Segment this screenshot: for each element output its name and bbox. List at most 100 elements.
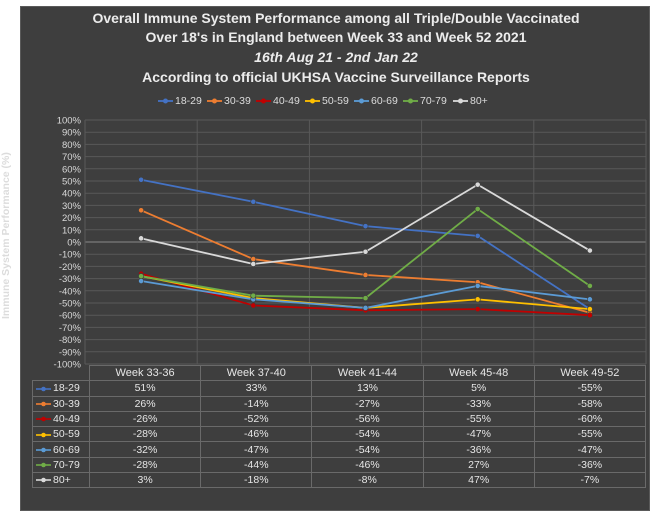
data-table-corner: [33, 366, 90, 381]
legend-label: 70-79: [420, 95, 447, 107]
data-point: [587, 283, 593, 289]
data-point: [362, 295, 369, 302]
data-point: [138, 273, 144, 280]
chart-title-line-1: Overall Immune System Performance among …: [92, 10, 580, 26]
series-80+: [138, 181, 593, 267]
table-row-header: 18-29: [32, 380, 90, 397]
table-cell: -28%: [88, 456, 202, 474]
legend-marker: [403, 98, 418, 104]
y-tick-label: 50%: [62, 177, 82, 188]
data-point: [138, 278, 144, 284]
table-row-header: 40-49: [32, 410, 90, 428]
y-tick-label: -90%: [59, 347, 82, 358]
table-cell: -52%: [200, 410, 313, 428]
data-point: [474, 232, 481, 239]
table-row-header: 30-39: [32, 395, 90, 412]
legend-label: 18-29: [175, 95, 202, 107]
data-point: [138, 207, 144, 214]
table-row-marker: [36, 432, 51, 437]
chart-title-line-3: 16th Aug 21 - 2nd Jan 22: [254, 49, 418, 65]
y-tick-label: 10%: [62, 225, 82, 236]
category-label: Week 33-36: [88, 364, 202, 382]
table-row-marker: [36, 401, 51, 407]
data-point: [362, 272, 369, 278]
legend-label: 30-39: [224, 95, 251, 107]
y-tick-label: -100%: [54, 360, 82, 371]
data-point: [362, 223, 369, 230]
table-row-header: 50-59: [32, 426, 90, 443]
y-tick-label: 40%: [62, 189, 82, 200]
legend-label: 60-69: [371, 95, 398, 107]
table-cell: -55%: [533, 380, 647, 397]
legend-label: 40-49: [273, 95, 300, 107]
table-row-header: 70-79: [32, 456, 90, 474]
table-cell: 26%: [88, 395, 202, 412]
category-label: Week 41-44: [311, 364, 424, 382]
table-cell: -46%: [200, 426, 313, 443]
legend-marker: [354, 98, 369, 104]
data-point: [587, 306, 593, 312]
legend-label: 80+: [470, 95, 488, 107]
data-point: [250, 292, 257, 299]
legend-marker: [158, 98, 173, 104]
y-tick-label: -20%: [59, 262, 82, 273]
table-cell: 33%: [200, 380, 313, 397]
data-point: [250, 198, 257, 205]
table-cell: 5%: [422, 380, 535, 397]
legend-marker: [256, 98, 271, 104]
y-tick-label: 100%: [57, 116, 82, 127]
y-tick-label: -40%: [59, 286, 82, 297]
chart-title-line-2: Over 18's in England between Week 33 and…: [145, 29, 527, 45]
data-point: [474, 306, 481, 312]
table-row: 50-59 -28% -46% -54% -47% -55%: [32, 426, 647, 443]
table-cell: 3%: [88, 472, 202, 489]
y-tick-label: -50%: [59, 299, 82, 310]
table-row-label: 40-49: [53, 413, 80, 426]
data-point: [138, 235, 144, 242]
table-row-marker: [36, 447, 51, 453]
table-cell: -14%: [200, 395, 313, 412]
table-cell: -18%: [200, 472, 313, 489]
y-tick-label: 70%: [62, 152, 82, 163]
data-point: [474, 296, 481, 303]
table-row: 80+ 3% -18% -8% 47% -7%: [32, 472, 647, 489]
table-row: 18-29 51% 33% 13% 5% -55%: [32, 380, 647, 397]
data-point: [587, 247, 593, 254]
data-point: [474, 206, 481, 212]
y-tick-label: -70%: [59, 323, 82, 334]
table-row-label: 80+: [53, 474, 71, 487]
data-point: [587, 296, 593, 303]
table-cell: -36%: [422, 441, 535, 458]
data-point: [250, 256, 257, 262]
table-cell: -47%: [422, 426, 535, 443]
table-row-marker: [36, 478, 51, 483]
table-cell: 27%: [422, 456, 535, 474]
legend-marker: [305, 98, 320, 104]
data-point: [250, 302, 257, 309]
legend-marker: [453, 98, 468, 104]
table-cell: -36%: [533, 456, 647, 474]
data-point: [138, 176, 144, 183]
table-cell: -32%: [88, 441, 202, 458]
table-cell: -54%: [311, 441, 424, 458]
table-cell: -26%: [88, 410, 202, 428]
table-cell: -8%: [311, 472, 424, 489]
y-tick-label: -10%: [59, 250, 82, 261]
legend-label: 50-59: [322, 95, 349, 107]
category-label: Week 45-48: [422, 364, 535, 382]
table-cell: -27%: [311, 395, 424, 412]
y-tick-label: 0%: [67, 238, 81, 249]
series-70-79: [138, 206, 593, 302]
table-cell: -56%: [311, 410, 424, 428]
table-row: 70-79 -28% -44% -46% 27% -36%: [32, 456, 647, 474]
y-tick-label: -30%: [59, 274, 82, 285]
table-row: 30-39 26% -14% -27% -33% -58%: [32, 395, 647, 412]
chart-legend: 18-29 30-39 40-49 50-59 60-69 70-79 80+: [158, 94, 558, 108]
table-cell: -44%: [200, 456, 313, 474]
y-tick-label: 80%: [62, 140, 82, 151]
table-cell: -55%: [533, 426, 647, 443]
table-cell: -58%: [533, 395, 647, 412]
data-point: [474, 283, 481, 289]
data-point: [587, 312, 593, 319]
